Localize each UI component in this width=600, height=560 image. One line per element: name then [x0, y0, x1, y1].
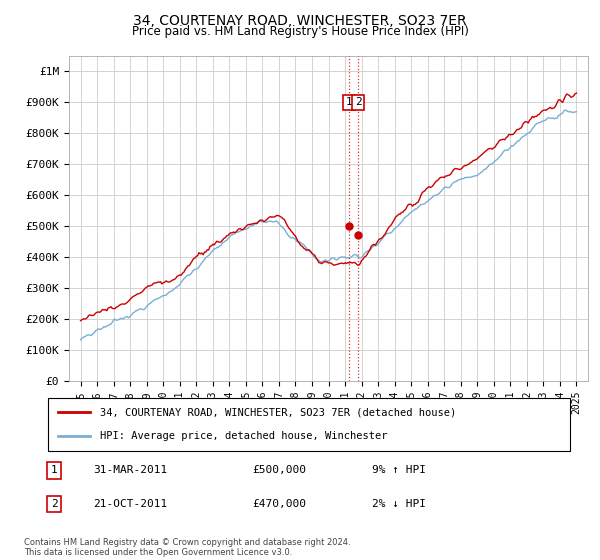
FancyBboxPatch shape: [48, 398, 570, 451]
Text: 34, COURTENAY ROAD, WINCHESTER, SO23 7ER (detached house): 34, COURTENAY ROAD, WINCHESTER, SO23 7ER…: [100, 408, 457, 418]
Text: Price paid vs. HM Land Registry's House Price Index (HPI): Price paid vs. HM Land Registry's House …: [131, 25, 469, 38]
Text: Contains HM Land Registry data © Crown copyright and database right 2024.
This d: Contains HM Land Registry data © Crown c…: [24, 538, 350, 557]
Text: HPI: Average price, detached house, Winchester: HPI: Average price, detached house, Winc…: [100, 431, 388, 441]
Text: 31-MAR-2011: 31-MAR-2011: [93, 465, 167, 475]
Text: 21-OCT-2011: 21-OCT-2011: [93, 499, 167, 509]
Text: 2: 2: [50, 499, 58, 509]
Text: 9% ↑ HPI: 9% ↑ HPI: [372, 465, 426, 475]
Text: £500,000: £500,000: [252, 465, 306, 475]
Text: 1: 1: [346, 97, 353, 108]
Text: 2: 2: [355, 97, 362, 108]
Text: 1: 1: [50, 465, 58, 475]
Text: 2% ↓ HPI: 2% ↓ HPI: [372, 499, 426, 509]
Text: £470,000: £470,000: [252, 499, 306, 509]
Text: 34, COURTENAY ROAD, WINCHESTER, SO23 7ER: 34, COURTENAY ROAD, WINCHESTER, SO23 7ER: [133, 14, 467, 28]
